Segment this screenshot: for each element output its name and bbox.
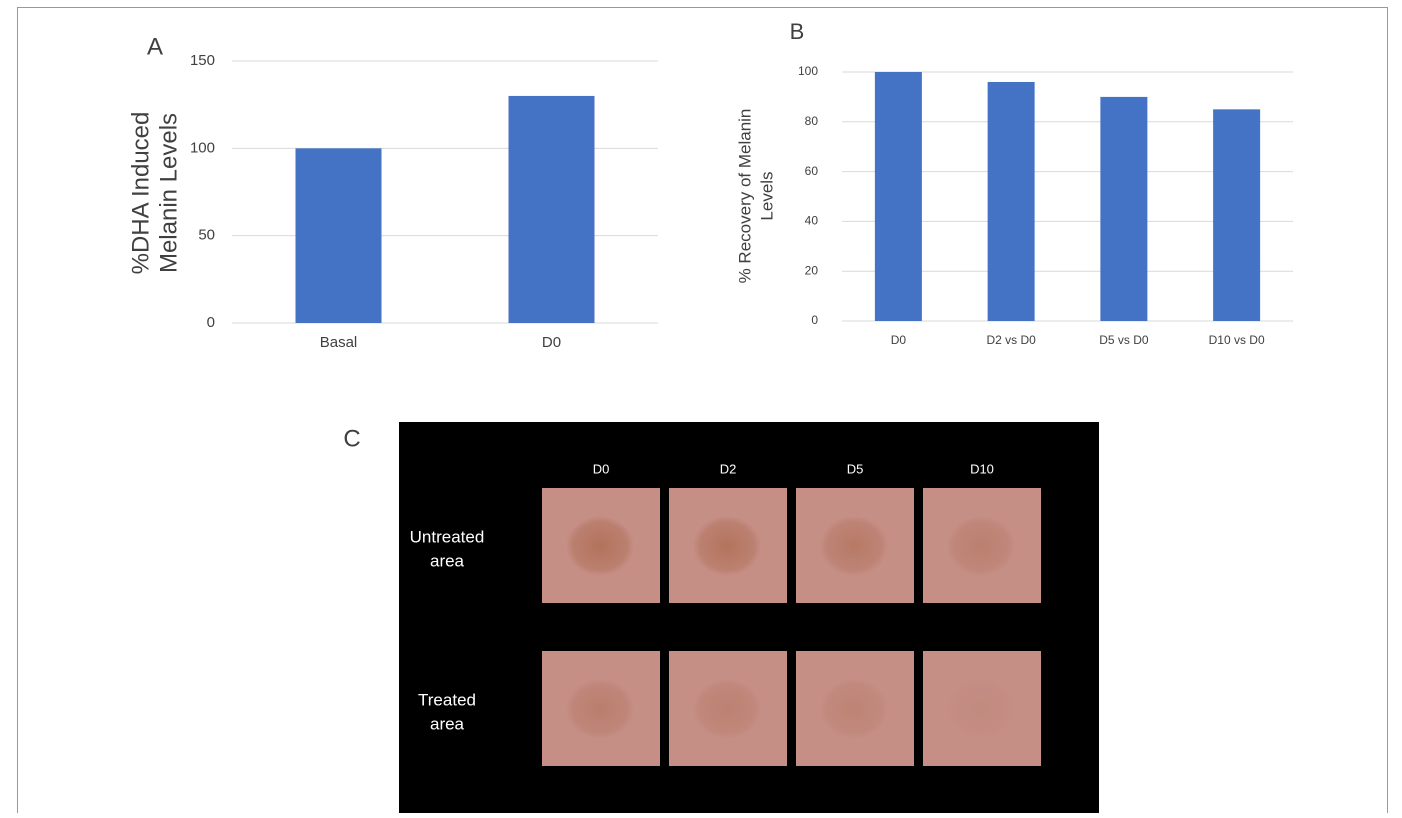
bar <box>509 96 595 323</box>
bar <box>1213 109 1260 321</box>
y-tick-label: 0 <box>811 313 818 327</box>
y-axis-label: Levels <box>757 171 776 220</box>
pigment-spot <box>566 679 634 739</box>
bar <box>296 148 382 323</box>
panel-label: A <box>147 33 163 60</box>
x-tick-label: D5 vs D0 <box>1099 333 1149 347</box>
pigment-spot <box>820 679 888 739</box>
x-tick-label: D0 <box>891 333 907 347</box>
x-tick-label: D10 vs D0 <box>1209 333 1265 347</box>
pigment-spot <box>820 516 888 576</box>
y-tick-label: 100 <box>190 139 215 156</box>
pigment-spot <box>947 679 1015 739</box>
y-tick-label: 40 <box>805 214 819 228</box>
x-tick-label: Basal <box>320 334 358 351</box>
figure: A %DHA InducedMelanin Levels 0 50 100 150 Basa… <box>0 0 1402 813</box>
bar <box>988 82 1035 321</box>
column-label: D0 <box>593 461 610 476</box>
row-label: Treated <box>418 690 476 709</box>
y-tick-label: 50 <box>198 227 215 244</box>
pigment-spot <box>693 516 761 576</box>
x-tick-label: D2 vs D0 <box>986 333 1036 347</box>
y-tick-label: 20 <box>805 263 819 277</box>
column-label: D2 <box>720 461 737 476</box>
page: A %DHA InducedMelanin Levels 0 50 100 150 Basa… <box>0 0 1402 818</box>
panel-label: C <box>343 425 360 452</box>
row-label: area <box>430 551 465 570</box>
row-label: Untreated <box>410 527 485 546</box>
row-label: area <box>430 714 465 733</box>
y-axis-label: % Recovery of Melanin <box>735 109 754 284</box>
pigment-spot <box>566 516 634 576</box>
y-tick-label: 60 <box>805 164 819 178</box>
y-tick-label: 100 <box>798 64 818 78</box>
panel-label: B <box>790 19 805 44</box>
column-label: D5 <box>847 461 864 476</box>
bar <box>875 72 922 321</box>
y-tick-label: 80 <box>805 114 819 128</box>
y-tick-label: 0 <box>207 314 215 331</box>
bar <box>1100 97 1147 321</box>
y-tick-label: 150 <box>190 52 215 69</box>
pigment-spot <box>947 516 1015 576</box>
column-label: D10 <box>970 461 994 476</box>
y-axis-label: Melanin Levels <box>155 113 182 273</box>
pigment-spot <box>693 679 761 739</box>
y-axis-label: %DHA Induced <box>127 112 154 275</box>
x-tick-label: D0 <box>542 334 561 351</box>
